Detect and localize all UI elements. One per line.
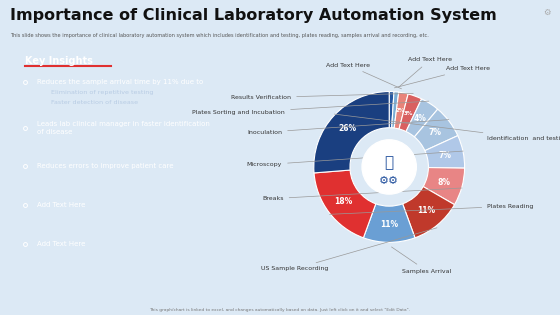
Text: Key Insights: Key Insights bbox=[25, 56, 93, 66]
Wedge shape bbox=[314, 170, 376, 238]
Text: Results Verification: Results Verification bbox=[231, 93, 413, 100]
Wedge shape bbox=[391, 92, 399, 128]
Wedge shape bbox=[363, 204, 415, 242]
Text: Importance of Clinical Laboratory Automation System: Importance of Clinical Laboratory Automa… bbox=[10, 8, 497, 23]
Text: Identification  and testing: Identification and testing bbox=[334, 114, 560, 141]
Text: Add Text Here: Add Text Here bbox=[394, 66, 490, 88]
Text: Add Text Here: Add Text Here bbox=[326, 63, 402, 89]
Text: ⚙: ⚙ bbox=[543, 8, 550, 17]
Text: Inoculation: Inoculation bbox=[247, 120, 449, 135]
Text: 26%: 26% bbox=[338, 123, 356, 133]
Text: Reduces errors to improve patient care: Reduces errors to improve patient care bbox=[37, 163, 174, 169]
Text: Add Text Here: Add Text Here bbox=[37, 241, 86, 247]
Wedge shape bbox=[389, 92, 394, 128]
Text: This slide shows the importance of clinical laboratory automation system which i: This slide shows the importance of clini… bbox=[10, 33, 429, 38]
Text: 8%: 8% bbox=[438, 178, 451, 187]
Text: Reduces the sample arrival time by 11% due to: Reduces the sample arrival time by 11% d… bbox=[37, 78, 203, 85]
Text: 3%: 3% bbox=[404, 111, 413, 116]
Wedge shape bbox=[406, 99, 438, 137]
Text: This graph/chart is linked to excel, and changes automatically based on data. Ju: This graph/chart is linked to excel, and… bbox=[150, 308, 410, 312]
Text: 11%: 11% bbox=[417, 206, 435, 215]
Text: Add Text Here: Add Text Here bbox=[37, 202, 86, 208]
Wedge shape bbox=[403, 186, 455, 238]
Text: Plates Sorting and Incubation: Plates Sorting and Incubation bbox=[193, 101, 429, 115]
Wedge shape bbox=[425, 136, 465, 168]
Text: Plates Reading: Plates Reading bbox=[330, 204, 534, 214]
Wedge shape bbox=[414, 109, 458, 151]
Text: 11%: 11% bbox=[380, 220, 398, 229]
Text: Faster detection of disease: Faster detection of disease bbox=[51, 100, 138, 105]
Text: 4%: 4% bbox=[414, 114, 427, 123]
Text: US Sample Recording: US Sample Recording bbox=[262, 228, 437, 271]
Text: Breaks: Breaks bbox=[262, 188, 462, 201]
Wedge shape bbox=[394, 92, 408, 129]
Text: 7%: 7% bbox=[439, 151, 452, 160]
Text: 7%: 7% bbox=[428, 128, 441, 137]
Text: 🖥: 🖥 bbox=[385, 155, 394, 170]
Text: Leads lab clinical manager in faster identification
of disease: Leads lab clinical manager in faster ide… bbox=[37, 121, 210, 135]
Wedge shape bbox=[399, 94, 422, 132]
Text: 2%: 2% bbox=[395, 108, 405, 113]
Text: Add Text Here: Add Text Here bbox=[399, 57, 452, 87]
Text: 18%: 18% bbox=[334, 197, 353, 206]
Wedge shape bbox=[314, 92, 389, 173]
Circle shape bbox=[362, 140, 416, 194]
Text: Elimination of repetitive testing: Elimination of repetitive testing bbox=[51, 90, 153, 95]
Text: Microscopy: Microscopy bbox=[247, 151, 463, 167]
Text: ⚙⚙: ⚙⚙ bbox=[379, 175, 399, 186]
Wedge shape bbox=[423, 168, 465, 205]
Text: Samples Arrival: Samples Arrival bbox=[391, 247, 451, 273]
